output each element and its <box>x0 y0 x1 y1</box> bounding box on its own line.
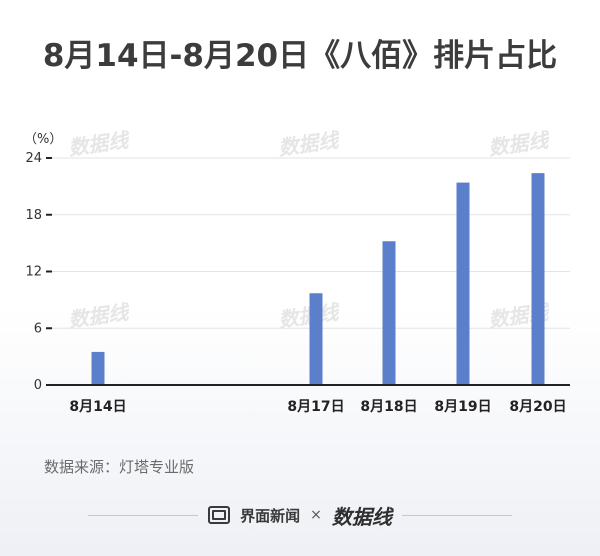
x-tick-label: 8月19日 <box>434 399 491 415</box>
footer-brand-jiemian: 界面新闻 <box>240 506 301 525</box>
y-unit-label: （%） <box>24 132 63 147</box>
bar <box>91 351 105 385</box>
x-tick-label: 8月17日 <box>287 399 344 415</box>
bar <box>382 241 396 385</box>
chart-title: 8月14日-8月20日《八佰》排片占比 <box>42 38 558 74</box>
x-tick-label: 8月14日 <box>69 399 126 415</box>
y-tick-label: 18 <box>25 208 42 223</box>
data-source: 数据来源：灯塔专业版 <box>44 458 195 476</box>
footer: 界面新闻 × 数据线 <box>0 500 600 530</box>
footer-divider-left <box>88 514 199 516</box>
footer-brand-shujuxian: 数据线 <box>331 504 392 529</box>
jiemian-logo-icon <box>208 506 231 524</box>
bar <box>309 293 323 385</box>
y-tick-label: 24 <box>25 151 42 166</box>
bar <box>531 173 545 385</box>
footer-divider-right <box>401 514 512 516</box>
bar-chart: 0 6 12 18 24 8月14日 8月17日 8月18日 8月19日 8月20日 <box>25 151 570 415</box>
footer-separator: × <box>310 507 322 523</box>
bar <box>456 182 470 385</box>
y-tick-label: 12 <box>25 265 42 280</box>
y-tick-label: 6 <box>34 321 42 336</box>
x-tick-label: 8月18日 <box>360 399 417 415</box>
x-tick-label: 8月20日 <box>509 399 566 415</box>
y-tick-label: 0 <box>34 378 42 393</box>
